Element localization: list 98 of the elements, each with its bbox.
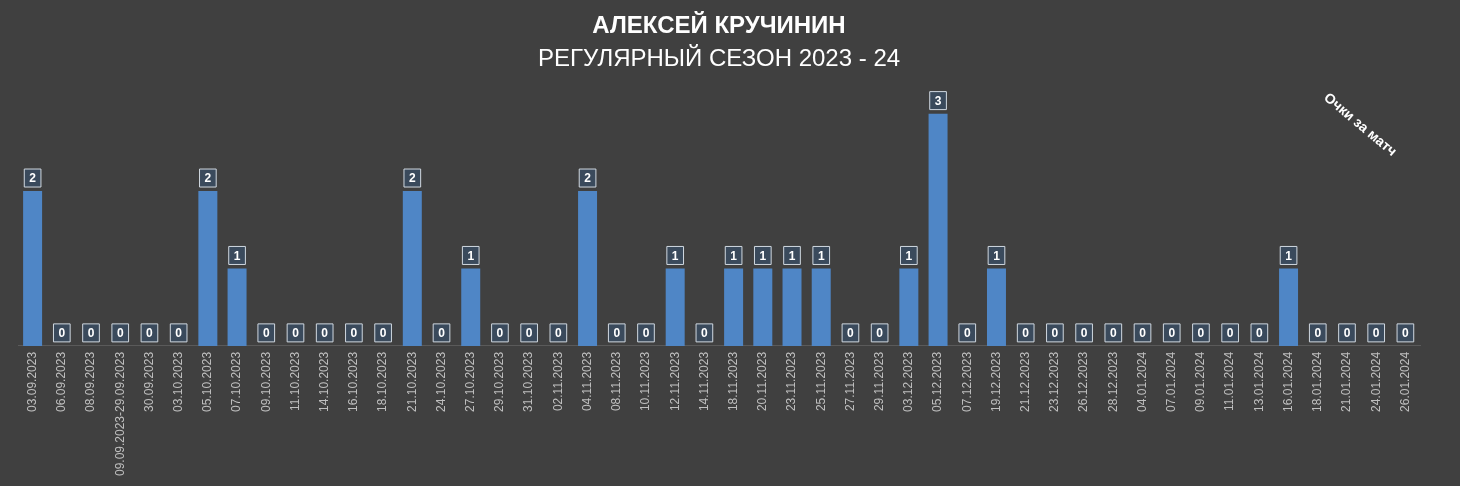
x-tick-label: 09.10.2023	[258, 351, 273, 412]
data-label: 1	[671, 248, 679, 263]
x-tick-label: 12.11.2023	[667, 351, 682, 412]
data-label: 0	[496, 326, 504, 341]
data-label: 0	[146, 326, 154, 341]
x-tick-label: 03.09.2023	[24, 351, 39, 412]
x-tick-label: 11.10.2023	[287, 351, 302, 412]
data-label: 1	[993, 248, 1001, 263]
x-tick-label: 14.10.2023	[317, 351, 331, 412]
x-tick-label: 09.01.2024	[1193, 351, 1208, 412]
data-label: 0	[292, 326, 300, 341]
x-tick-label: 18.11.2023	[725, 351, 740, 412]
data-label: 0	[701, 326, 709, 341]
x-tick-label: 26.12.2023	[1076, 351, 1091, 412]
x-tick-label: 24.10.2023	[433, 351, 448, 412]
x-tick-label: 16.01.2024	[1280, 351, 1295, 412]
x-tick-label: 05.12.2023	[930, 351, 945, 412]
data-label: 0	[642, 326, 650, 341]
data-label: 0	[1226, 326, 1234, 341]
x-tick-label: 20.11.2023	[755, 351, 770, 412]
x-tick-label: 08.11.2023	[609, 351, 624, 412]
data-label: 1	[1285, 248, 1293, 263]
x-tick-label: 07.10.2023	[229, 351, 244, 412]
data-label: 1	[759, 248, 767, 263]
data-label: 0	[1109, 326, 1117, 341]
data-label: 0	[438, 326, 446, 341]
x-tick-label: 27.11.2023	[842, 351, 857, 412]
data-label: 0	[87, 326, 95, 341]
data-label: 1	[233, 248, 241, 263]
x-tick-label: 02.11.2023	[550, 351, 565, 412]
data-label: 0	[1343, 326, 1351, 341]
data-label: 0	[262, 326, 270, 341]
data-label: 0	[321, 326, 329, 341]
data-label: 0	[350, 326, 358, 341]
x-tick-label: 05.10.2023	[200, 351, 215, 412]
x-tick-label: 08.09.2023	[83, 351, 98, 412]
x-tick-label: 07.01.2024	[1164, 351, 1179, 412]
x-tick-label: 16.10.2023	[346, 351, 361, 412]
x-tick-label: 06.09.2023	[54, 351, 69, 412]
x-tick-label: 27.10.2023	[463, 351, 478, 412]
x-tick-label: 14.11.2023	[696, 351, 711, 412]
x-tick-label: 19.12.2023	[988, 351, 1003, 412]
x-tick-label: 31.10.2023	[521, 351, 536, 412]
data-label: 0	[379, 326, 387, 341]
data-label: 1	[467, 248, 475, 263]
data-label: 0	[116, 326, 124, 341]
x-tick-label: 21.12.2023	[1018, 351, 1032, 412]
x-tick-label: 21.01.2024	[1339, 351, 1354, 412]
data-label: 2	[29, 171, 37, 186]
x-tick-label: 11.01.2024	[1222, 351, 1237, 412]
chart-title: АЛЕКСЕЙ КРУЧИНИН	[592, 11, 846, 39]
x-tick-label: 30.09.2023	[141, 351, 156, 412]
data-label: 0	[1197, 326, 1205, 341]
data-label: 0	[1051, 326, 1059, 341]
data-label: 2	[204, 171, 212, 186]
data-label: 0	[847, 326, 855, 341]
x-tick-label: 03.10.2023	[170, 351, 185, 412]
x-tick-label: 23.12.2023	[1047, 351, 1062, 412]
x-tick-label: 04.11.2023	[579, 351, 594, 412]
data-label: 1	[730, 248, 738, 263]
data-label: 0	[1022, 326, 1030, 341]
data-label: 0	[613, 326, 621, 341]
data-label: 0	[963, 326, 971, 341]
data-label: 1	[788, 248, 796, 263]
data-label: 0	[1402, 326, 1410, 341]
x-tick-label: 26.01.2024	[1397, 351, 1412, 412]
x-tick-label: 18.10.2023	[375, 351, 390, 412]
x-tick-label: 23.11.2023	[784, 351, 799, 412]
x-tick-label: 10.11.2023	[638, 351, 653, 412]
data-label: 0	[876, 326, 884, 341]
x-tick-label: 07.12.2023	[959, 351, 974, 412]
x-tick-label: 25.11.2023	[813, 351, 828, 412]
data-label: 3	[934, 93, 942, 108]
data-label: 0	[1080, 326, 1088, 341]
data-label: 2	[408, 171, 416, 186]
chart-subtitle: РЕГУЛЯРНЫЙ СЕЗОН 2023 - 24	[537, 43, 901, 71]
data-label: 0	[525, 326, 533, 341]
x-tick-label: 24.01.2024	[1368, 351, 1383, 412]
x-tick-label: 21.10.2023	[404, 351, 419, 412]
x-tick-label: 29.10.2023	[492, 351, 507, 412]
x-tick-label: 09.09.2023-29.09.2023	[112, 351, 127, 477]
x-tick-label: 29.11.2023	[871, 351, 886, 412]
data-label: 0	[555, 326, 563, 341]
data-label: 0	[58, 326, 66, 341]
data-label: 0	[1256, 326, 1264, 341]
data-label: 1	[817, 248, 825, 263]
data-label: 0	[1168, 326, 1176, 341]
data-label: 2	[584, 171, 592, 186]
x-tick-label: 03.12.2023	[901, 351, 916, 412]
data-label: 1	[905, 248, 913, 263]
data-label: 0	[175, 326, 183, 341]
x-tick-label: 04.01.2024	[1134, 351, 1149, 412]
data-label: 0	[1314, 326, 1322, 341]
data-label: 0	[1139, 326, 1147, 341]
x-tick-label: 28.12.2023	[1105, 351, 1120, 412]
x-tick-label: 13.01.2024	[1251, 351, 1266, 412]
data-label: 0	[1372, 326, 1380, 341]
x-tick-label: 18.01.2024	[1310, 351, 1325, 412]
